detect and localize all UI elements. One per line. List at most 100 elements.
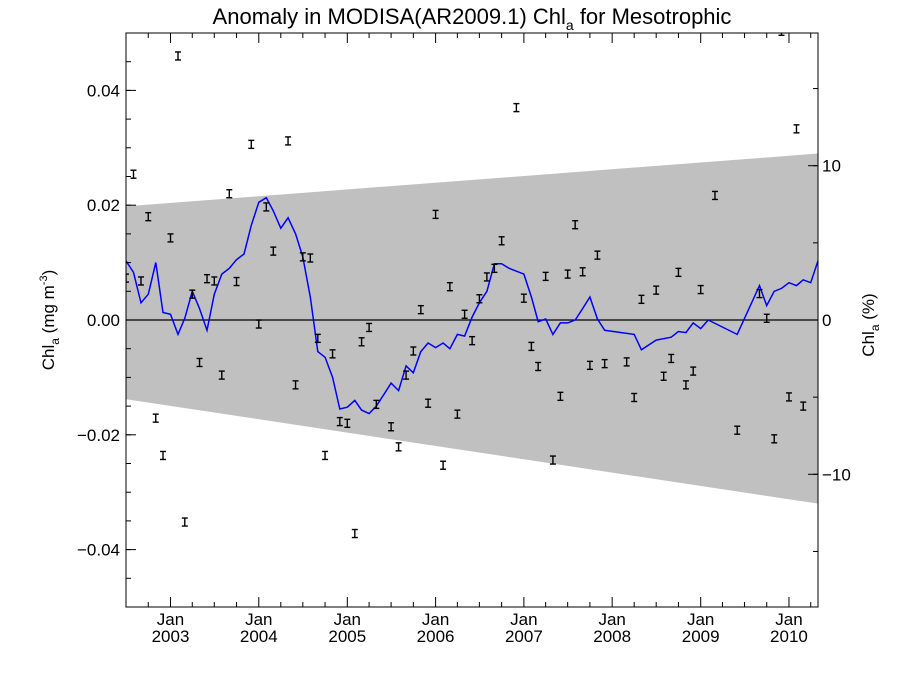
- x-tick-month: Jan: [334, 610, 361, 629]
- data-point: [152, 413, 159, 423]
- x-tick-year: 2009: [682, 627, 720, 646]
- data-point: [734, 425, 741, 435]
- y-axis-left: 0.04 0.02 0.00 −0.02 −0.04: [77, 32, 136, 608]
- data-point: [181, 517, 188, 527]
- data-points: [126, 33, 807, 539]
- data-point: [189, 289, 196, 299]
- y-right-tick-label: −10: [822, 465, 851, 484]
- data-point: [653, 285, 660, 295]
- data-point: [417, 304, 424, 315]
- y-axis-left-label: Chla (mg m-3): [38, 270, 62, 371]
- data-point: [446, 282, 453, 292]
- y-right-tick-label: 0: [822, 311, 831, 330]
- x-tick-year: 2003: [152, 627, 190, 646]
- data-point: [800, 401, 807, 411]
- data-point: [255, 319, 262, 329]
- data-point: [126, 273, 129, 283]
- data-point: [579, 267, 586, 277]
- data-point: [373, 399, 380, 410]
- data-point: [299, 252, 306, 262]
- data-point: [130, 169, 137, 179]
- data-point: [564, 269, 571, 279]
- data-point: [322, 450, 329, 461]
- data-point: [395, 442, 402, 452]
- y-left-tick-label: 0.02: [87, 196, 120, 215]
- data-point: [668, 353, 675, 364]
- data-point: [329, 349, 336, 359]
- data-point: [638, 294, 645, 305]
- data-point: [483, 272, 490, 282]
- x-tick-year: 2010: [770, 627, 808, 646]
- data-point: [248, 139, 255, 150]
- data-point: [211, 276, 218, 286]
- data-point: [469, 335, 476, 346]
- data-point: [535, 361, 542, 372]
- data-point: [358, 337, 365, 347]
- x-axis: Jan2003Jan2004Jan2005Jan2006Jan2007Jan20…: [125, 33, 812, 646]
- x-tick-year: 2007: [505, 627, 543, 646]
- data-point: [175, 51, 182, 61]
- data-point: [513, 102, 520, 113]
- data-point: [270, 246, 277, 256]
- data-point: [160, 450, 167, 461]
- data-point: [690, 366, 697, 376]
- data-point: [528, 341, 535, 352]
- data-point: [771, 434, 778, 444]
- data-point: [366, 322, 373, 333]
- data-point: [491, 263, 498, 274]
- data-point: [631, 392, 638, 403]
- data-point: [351, 528, 358, 539]
- data-point: [432, 209, 439, 220]
- x-tick-month: Jan: [687, 610, 714, 629]
- chart-title-main: Anomaly in MODISA(AR2009.1) Chl: [213, 4, 566, 29]
- data-point: [785, 392, 792, 402]
- y-axis-right-label: Chla (%): [859, 293, 882, 356]
- data-point: [336, 416, 343, 427]
- x-tick-year: 2006: [417, 627, 455, 646]
- data-point: [425, 398, 432, 408]
- x-tick-year: 2005: [328, 627, 366, 646]
- data-point: [461, 309, 468, 319]
- data-point: [218, 370, 225, 380]
- data-point: [756, 288, 763, 299]
- data-point: [233, 276, 240, 287]
- data-point: [307, 253, 314, 263]
- data-point: [675, 267, 682, 278]
- data-point: [403, 370, 410, 380]
- data-point: [263, 202, 270, 212]
- y-left-tick-label: 0.04: [87, 81, 120, 100]
- data-point: [711, 190, 718, 201]
- y-left-tick-label: −0.02: [77, 426, 120, 445]
- y-left-tick-label: −0.04: [77, 541, 120, 560]
- data-point: [167, 233, 174, 243]
- y-axis-right: 10 0 −10: [808, 88, 851, 552]
- data-point: [601, 358, 608, 369]
- data-point: [454, 409, 461, 419]
- chart-title: Anomaly in MODISA(AR2009.1) Chla for Mes…: [213, 4, 732, 33]
- data-point: [410, 346, 417, 356]
- data-point: [778, 33, 785, 36]
- chart-title-subscript: a: [566, 17, 574, 33]
- data-point: [660, 371, 667, 381]
- data-point: [285, 136, 292, 146]
- data-point: [594, 250, 601, 260]
- x-tick-month: Jan: [598, 610, 625, 629]
- data-point: [549, 455, 556, 465]
- y-right-tick-label: 10: [822, 157, 841, 176]
- x-tick-month: Jan: [510, 610, 537, 629]
- data-point: [314, 333, 321, 344]
- data-point: [697, 284, 704, 295]
- uncertainty-band: [126, 153, 818, 504]
- data-point: [623, 357, 630, 367]
- y-left-tick-label: 0.00: [87, 311, 120, 330]
- data-point: [204, 273, 211, 284]
- data-point: [137, 276, 144, 286]
- data-point: [292, 380, 299, 390]
- x-tick-month: Jan: [245, 610, 272, 629]
- chart-title-rest: for Mesotrophic: [574, 4, 732, 29]
- data-point: [196, 357, 203, 368]
- data-point: [557, 391, 564, 402]
- data-point: [586, 360, 593, 371]
- data-point: [793, 124, 800, 134]
